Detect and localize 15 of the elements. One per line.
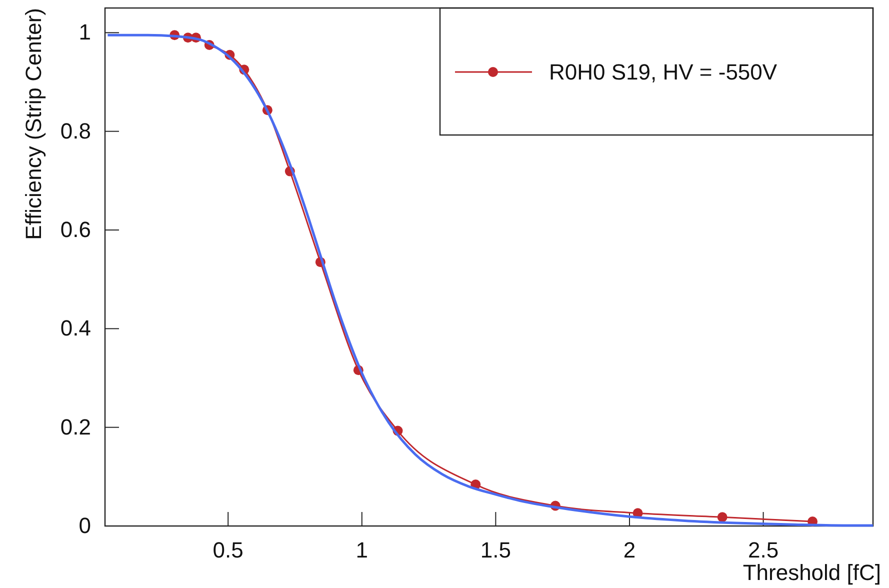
legend-label: R0H0 S19, HV = -550V <box>549 60 778 85</box>
y-axis-title: Efficiency (Strip Center) <box>20 8 46 240</box>
y-tick-label: 0.2 <box>60 414 91 440</box>
x-axis-title: Threshold [fC] <box>742 560 881 585</box>
y-tick-label: 0.4 <box>60 316 91 341</box>
x-tick-label: 1 <box>356 538 368 563</box>
x-tick-label: 2.5 <box>748 538 779 563</box>
x-tick-label: 2 <box>623 538 636 563</box>
point <box>717 512 728 522</box>
x-tick-label: 0.5 <box>212 538 244 563</box>
y-tick-label: 0.8 <box>60 118 91 144</box>
y-tick-label: 1 <box>78 20 91 45</box>
y-tick-label: 0 <box>78 513 91 538</box>
x-tick-label: 1.5 <box>480 538 511 563</box>
y-tick-label: 0.6 <box>60 217 91 242</box>
